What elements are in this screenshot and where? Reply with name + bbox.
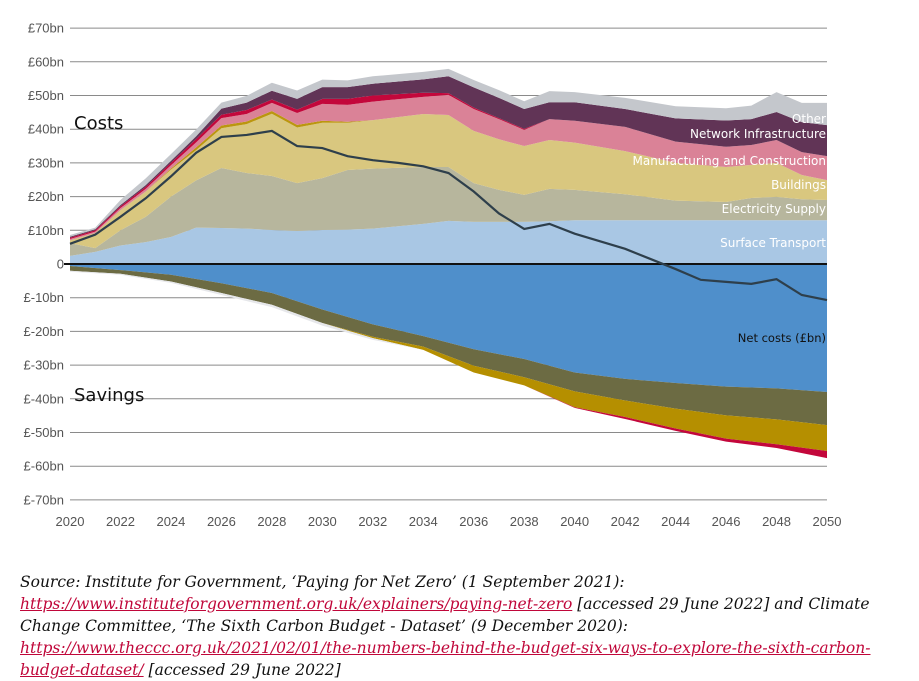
x-tick-label: 2022: [106, 514, 135, 529]
y-tick-label: £20bn: [28, 189, 64, 204]
y-tick-label: £-60bn: [24, 459, 64, 474]
manufacturing-and-construction-area: [70, 94, 827, 241]
x-tick-label: 2034: [409, 514, 438, 529]
x-tick-label: 2050: [813, 514, 842, 529]
x-tick-label: 2028: [257, 514, 286, 529]
x-tick-label: 2042: [611, 514, 640, 529]
y-tick-label: £-50bn: [24, 425, 64, 440]
saving-area-2: [70, 270, 827, 452]
source-link-ifg[interactable]: https://www.instituteforgovernment.org.u…: [20, 595, 573, 613]
y-tick-label: £70bn: [28, 21, 64, 36]
network-infrastructure-area: [70, 76, 827, 238]
y-tick-label: 0: [57, 257, 64, 272]
y-tick-label: £30bn: [28, 155, 64, 170]
x-tick-label: 2048: [762, 514, 791, 529]
electricity-supply-area: [70, 166, 827, 256]
y-tick-label: £-20bn: [24, 324, 64, 339]
x-tick-label: 2036: [459, 514, 488, 529]
source-middle: [accessed 29 June 2022] and Climate Chan…: [20, 595, 870, 635]
series-label-manufacturing-and-construction: Manufacturing and Construction: [632, 154, 826, 168]
y-axis-ticks: £70bn £60bn £50bn £40bn £30bn £20bn £10bn 0 £-10…: [24, 21, 64, 508]
y-tick-label: £-70bn: [24, 492, 64, 507]
savings-annotation: Savings: [74, 385, 144, 406]
series-label-surface-transport: Surface Transport: [720, 236, 826, 250]
series-label-other: Other: [792, 112, 826, 126]
series-label-electricity-supply: Electricity Supply: [722, 202, 826, 216]
x-tick-label: 2040: [560, 514, 589, 529]
x-tick-label: 2026: [207, 514, 236, 529]
area-layers: [70, 68, 827, 459]
saving-area-0: [70, 264, 827, 393]
x-tick-label: 2020: [56, 514, 85, 529]
y-tick-label: £60bn: [28, 54, 64, 69]
y-tick-label: £40bn: [28, 122, 64, 137]
y-tick-label: £-10bn: [24, 290, 64, 305]
costs-annotation: Costs: [74, 113, 123, 134]
series-labels: Surface Transport Electricity Supply Build…: [632, 112, 826, 250]
x-tick-label: 2032: [358, 514, 387, 529]
source-prefix: Source: Institute for Government, ‘Payin…: [20, 573, 625, 591]
x-tick-label: 2024: [156, 514, 185, 529]
x-tick-label: 2046: [712, 514, 741, 529]
x-axis-ticks: 2020 2022 2024 2026 2028 2030 2032 2034 2036 2038…: [56, 514, 842, 529]
other-area: [70, 68, 827, 237]
buildings-area: [70, 113, 827, 249]
source-suffix: [accessed 29 June 2022]: [143, 661, 341, 679]
net-costs-label: Net costs (£bn): [738, 331, 826, 345]
y-tick-label: £-30bn: [24, 358, 64, 373]
source-citation: Source: Institute for Government, ‘Payin…: [20, 571, 880, 681]
x-tick-label: 2038: [510, 514, 539, 529]
stacked-area-chart: £70bn £60bn £50bn £40bn £30bn £20bn £10bn 0 £-10…: [24, 21, 842, 529]
x-tick-label: 2044: [661, 514, 690, 529]
net-costs-line: [69, 129, 828, 302]
y-tick-label: £10bn: [28, 223, 64, 238]
y-tick-label: £50bn: [28, 88, 64, 103]
saving-area-1: [70, 266, 827, 426]
series-label-buildings: Buildings: [771, 178, 826, 192]
y-tick-label: £-40bn: [24, 391, 64, 406]
x-tick-label: 2030: [308, 514, 337, 529]
series-label-network-infrastructure: Network Infrastructure: [690, 127, 826, 141]
